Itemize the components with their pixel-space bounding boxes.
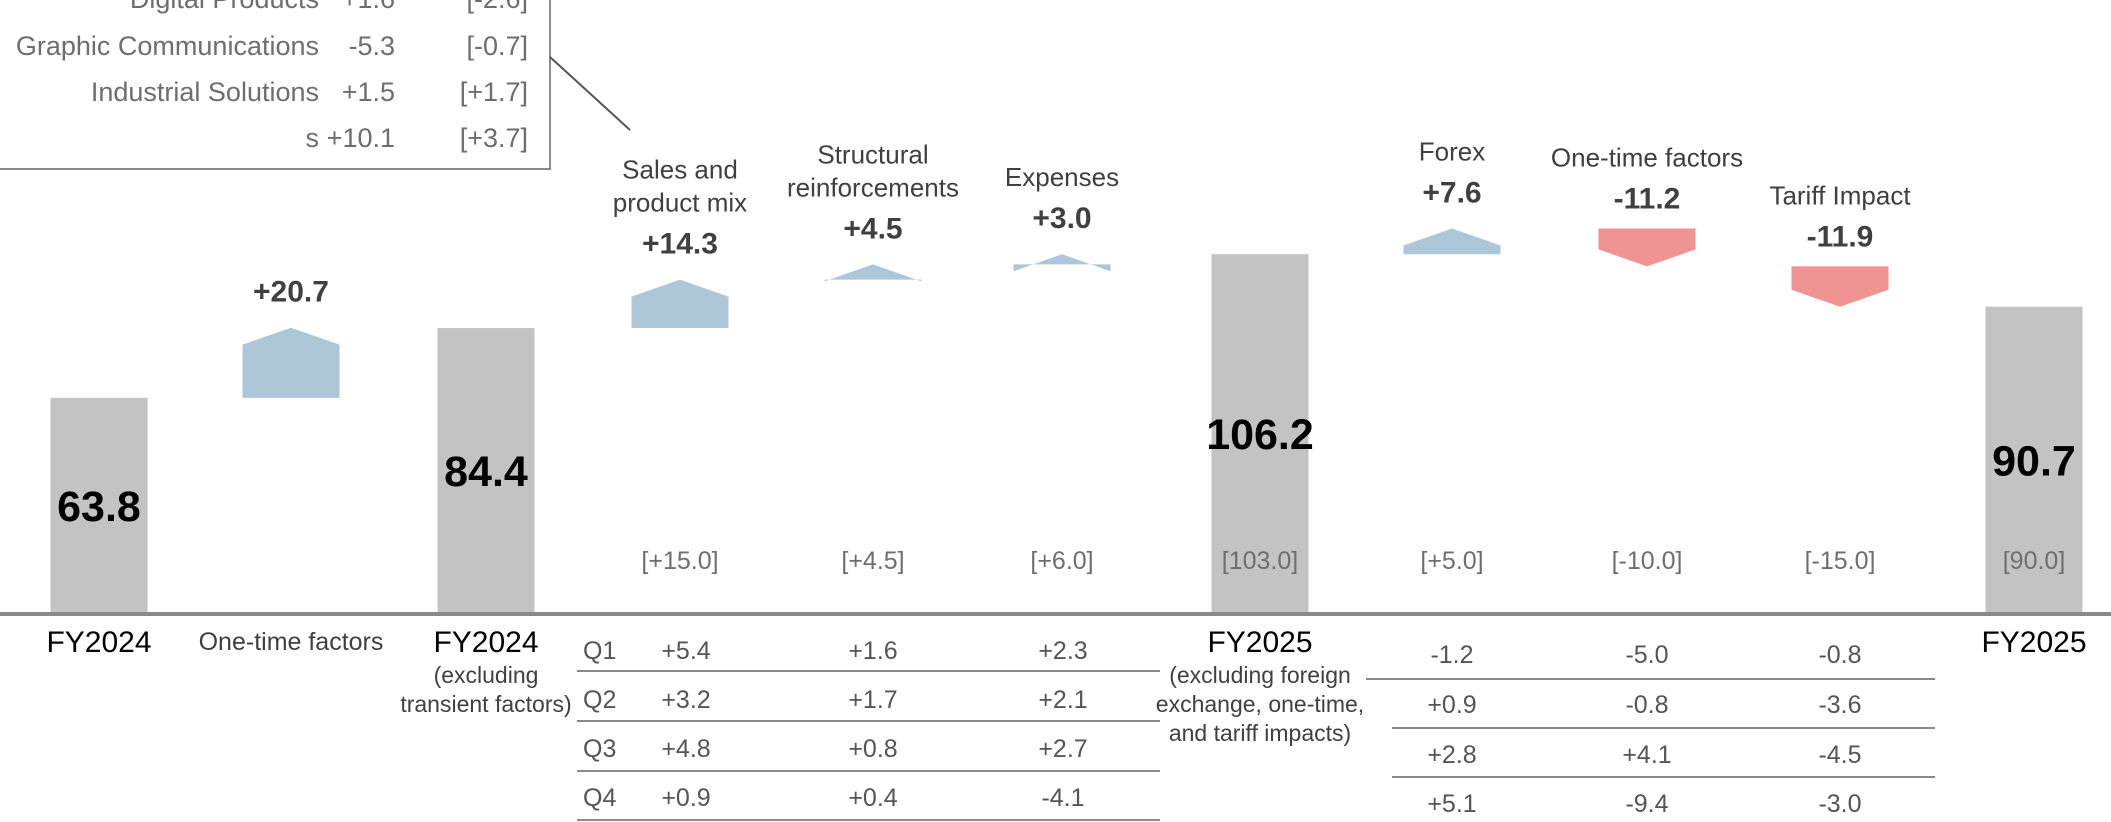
category-label-fy2024: FY2024 bbox=[46, 626, 151, 659]
segment-plan: [+1.7] bbox=[460, 77, 528, 107]
quarterly-value: +2.3 bbox=[1038, 637, 1087, 665]
quarterly-value: -9.4 bbox=[1625, 790, 1668, 818]
quarterly-value: -0.8 bbox=[1818, 641, 1861, 669]
bar-one-time-2025 bbox=[1598, 228, 1696, 267]
quarterly-value: +2.8 bbox=[1427, 741, 1476, 769]
bar-fy2024 bbox=[50, 397, 148, 614]
quarterly-value: +0.4 bbox=[848, 784, 897, 812]
quarterly-value: -3.0 bbox=[1818, 790, 1861, 818]
value-label-sales-mix: +14.3 bbox=[642, 228, 718, 261]
quarterly-value: +4.8 bbox=[661, 735, 710, 763]
category-label-fy2025-adj: FY2025 bbox=[1207, 626, 1312, 659]
quarterly-value: +5.1 bbox=[1427, 790, 1476, 818]
segment-value: +1.5 bbox=[342, 77, 395, 107]
plan-label-fy2025-adj: [103.0] bbox=[1222, 547, 1298, 575]
segment-plan: [-0.7] bbox=[466, 31, 528, 61]
quarterly-value: -4.1 bbox=[1041, 784, 1084, 812]
category-sublabel-fy2025-adj: (excluding foreign bbox=[1169, 662, 1351, 688]
step-title-expenses: Expenses bbox=[1005, 162, 1119, 192]
segment-value: +10.1 bbox=[327, 123, 395, 153]
plan-label-fy2025: [90.0] bbox=[2003, 547, 2066, 575]
quarterly-value: -4.5 bbox=[1818, 741, 1861, 769]
bar-fy2025 bbox=[1985, 306, 2083, 614]
step-title-structural: reinforcements bbox=[787, 172, 959, 202]
segment-breakdown-box bbox=[0, 0, 551, 170]
value-label-fy2025-adj: 106.2 bbox=[1206, 411, 1314, 459]
step-title-tariff: Tariff Impact bbox=[1769, 180, 1911, 210]
bar-forex bbox=[1403, 228, 1501, 255]
plan-label-tariff: [-15.0] bbox=[1805, 547, 1876, 575]
segment-value: -5.3 bbox=[348, 31, 395, 61]
plan-label-sales-mix: [+15.0] bbox=[641, 547, 718, 575]
quarterly-value: +1.7 bbox=[848, 686, 897, 714]
value-label-expenses: +3.0 bbox=[1032, 202, 1091, 235]
quarter-label: Q1 bbox=[583, 637, 616, 665]
plan-label-forex: [+5.0] bbox=[1420, 547, 1483, 575]
quarterly-value: +0.9 bbox=[661, 784, 710, 812]
bar-fy2025-adj bbox=[1211, 254, 1309, 614]
value-label-one-time-2024: +20.7 bbox=[253, 276, 329, 309]
step-title-sales-mix: Sales and bbox=[622, 155, 738, 185]
quarterly-value: -3.6 bbox=[1818, 691, 1861, 719]
quarterly-value: +0.9 bbox=[1427, 691, 1476, 719]
value-label-fy2024: 63.8 bbox=[57, 483, 141, 531]
segment-name: Graphic Communications bbox=[16, 31, 319, 61]
bar-expenses bbox=[1013, 254, 1111, 272]
value-label-fy2024-adj: 84.4 bbox=[444, 448, 528, 496]
quarterly-value: +5.4 bbox=[661, 637, 710, 665]
value-label-fy2025: 90.7 bbox=[1992, 437, 2076, 485]
category-sublabel-fy2024-adj: (excluding bbox=[434, 662, 539, 688]
step-title-sales-mix: product mix bbox=[613, 188, 747, 218]
quarterly-value: +0.8 bbox=[848, 735, 897, 763]
plan-label-structural: [+4.5] bbox=[841, 547, 904, 575]
segment-value: +1.6 bbox=[342, 0, 395, 14]
quarterly-value: +4.1 bbox=[1622, 741, 1671, 769]
category-sublabel-fy2025-adj: exchange, one-time, bbox=[1156, 691, 1364, 717]
value-label-forex: +7.6 bbox=[1422, 176, 1481, 209]
category-sublabel-fy2025-adj: and tariff impacts) bbox=[1169, 720, 1351, 746]
quarterly-value: +2.1 bbox=[1038, 686, 1087, 714]
bar-one-time-2024 bbox=[242, 327, 340, 398]
quarterly-value: +1.6 bbox=[848, 637, 897, 665]
segment-plan: [+3.7] bbox=[460, 123, 528, 153]
segment-name: s bbox=[306, 123, 320, 153]
plan-label-expenses: [+6.0] bbox=[1030, 547, 1093, 575]
segment-name: Industrial Solutions bbox=[91, 77, 319, 107]
bar-tariff bbox=[1791, 266, 1889, 307]
quarter-label: Q4 bbox=[583, 784, 616, 812]
category-label-one-time-2024: One-time factors bbox=[199, 628, 384, 656]
category-label-fy2024-adj: FY2024 bbox=[433, 626, 538, 659]
quarterly-value: -5.0 bbox=[1625, 641, 1668, 669]
step-title-forex: Forex bbox=[1419, 136, 1485, 166]
quarter-label: Q3 bbox=[583, 735, 616, 763]
value-label-structural: +4.5 bbox=[843, 212, 902, 245]
quarter-label: Q2 bbox=[583, 686, 616, 714]
bar-fy2024-adj bbox=[437, 328, 535, 614]
segment-name: Digital Products bbox=[130, 0, 319, 14]
quarterly-value: -1.2 bbox=[1430, 641, 1473, 669]
bar-sales-mix bbox=[631, 279, 729, 329]
segment-breakdown-leader bbox=[549, 56, 631, 131]
value-label-one-time-2025: -11.2 bbox=[1614, 182, 1681, 215]
bar-structural bbox=[824, 264, 922, 282]
plan-label-one-time-2025: [-10.0] bbox=[1612, 547, 1683, 575]
category-label-fy2025: FY2025 bbox=[1981, 626, 2086, 659]
step-title-structural: Structural bbox=[817, 139, 928, 169]
step-title-one-time-2025: One-time factors bbox=[1551, 142, 1743, 172]
quarterly-value: +2.7 bbox=[1038, 735, 1087, 763]
value-label-tariff: -11.9 bbox=[1807, 220, 1874, 253]
quarterly-value: -0.8 bbox=[1625, 691, 1668, 719]
category-sublabel-fy2024-adj: transient factors) bbox=[400, 691, 571, 717]
quarterly-value: +3.2 bbox=[661, 686, 710, 714]
segment-plan: [-2.6] bbox=[466, 0, 528, 14]
